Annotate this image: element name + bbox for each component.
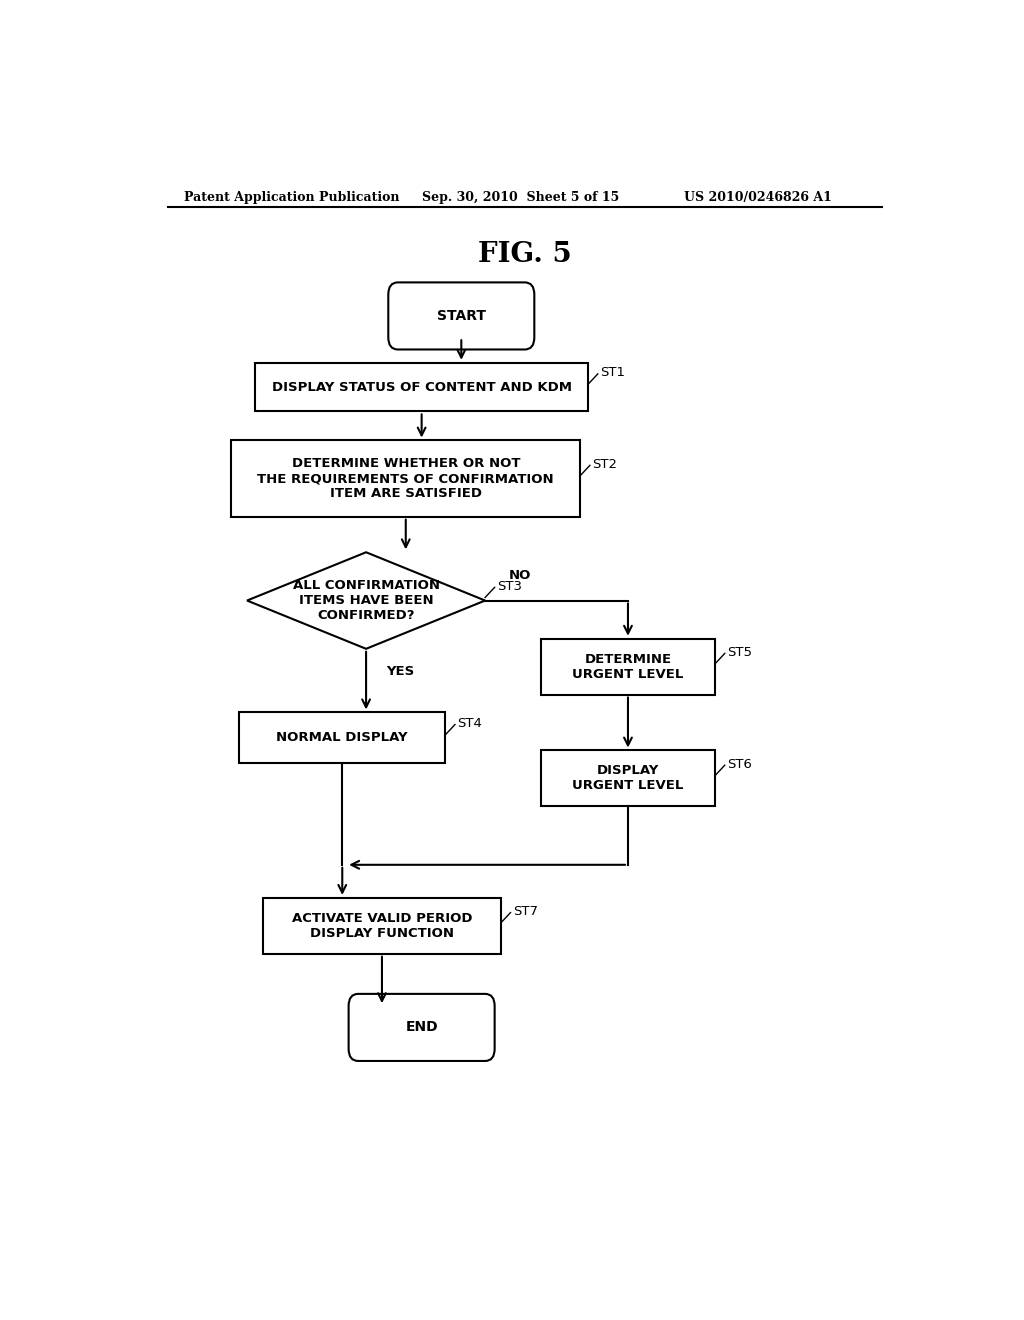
Text: END: END <box>406 1020 438 1035</box>
Text: ST6: ST6 <box>727 758 752 771</box>
FancyBboxPatch shape <box>388 282 535 350</box>
Text: ST7: ST7 <box>513 906 538 917</box>
Bar <box>255 363 588 412</box>
Text: DETERMINE WHETHER OR NOT
THE REQUIREMENTS OF CONFIRMATION
ITEM ARE SATISFIED: DETERMINE WHETHER OR NOT THE REQUIREMENT… <box>257 457 554 500</box>
Text: ALL CONFIRMATION
ITEMS HAVE BEEN
CONFIRMED?: ALL CONFIRMATION ITEMS HAVE BEEN CONFIRM… <box>293 579 439 622</box>
Text: Sep. 30, 2010  Sheet 5 of 15: Sep. 30, 2010 Sheet 5 of 15 <box>422 190 618 203</box>
Text: YES: YES <box>386 665 414 677</box>
Polygon shape <box>247 552 485 649</box>
Text: ST4: ST4 <box>458 717 482 730</box>
Bar <box>541 639 715 694</box>
Text: DETERMINE
URGENT LEVEL: DETERMINE URGENT LEVEL <box>572 652 684 681</box>
Text: ST3: ST3 <box>497 579 522 593</box>
Text: DISPLAY
URGENT LEVEL: DISPLAY URGENT LEVEL <box>572 764 684 792</box>
Bar <box>263 898 501 954</box>
Text: DISPLAY STATUS OF CONTENT AND KDM: DISPLAY STATUS OF CONTENT AND KDM <box>271 380 571 393</box>
Bar <box>541 751 715 807</box>
Text: START: START <box>437 309 485 323</box>
Text: NO: NO <box>509 569 531 582</box>
Text: Patent Application Publication: Patent Application Publication <box>183 190 399 203</box>
Text: US 2010/0246826 A1: US 2010/0246826 A1 <box>684 190 831 203</box>
Text: ST1: ST1 <box>600 367 626 379</box>
Text: NORMAL DISPLAY: NORMAL DISPLAY <box>276 731 409 744</box>
Text: FIG. 5: FIG. 5 <box>478 242 571 268</box>
Text: ST5: ST5 <box>727 645 753 659</box>
Text: ST2: ST2 <box>592 458 617 471</box>
Bar <box>240 713 445 763</box>
Text: ACTIVATE VALID PERIOD
DISPLAY FUNCTION: ACTIVATE VALID PERIOD DISPLAY FUNCTION <box>292 912 472 940</box>
Bar <box>231 441 581 516</box>
FancyBboxPatch shape <box>348 994 495 1061</box>
